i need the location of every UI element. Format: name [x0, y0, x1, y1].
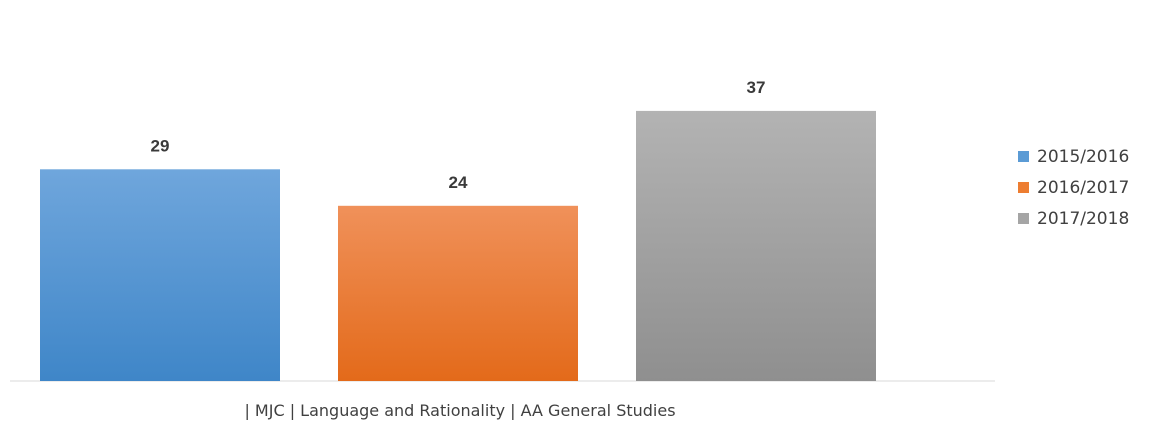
bar-2017-2018 [636, 110, 876, 382]
category-label: | MJC | Language and Rationality | AA Ge… [244, 401, 675, 420]
bars-group: 29 24 37 [40, 78, 876, 382]
legend-swatch [1018, 151, 1029, 162]
plot-area: | MJC | Language and Rationality | AA Ge… [10, 380, 995, 420]
data-label: 24 [449, 173, 468, 192]
bar-2016-2017 [338, 205, 578, 381]
data-label: 37 [747, 78, 766, 97]
bar-2015-2016 [40, 169, 280, 381]
legend-label: 2017/2018 [1037, 209, 1129, 229]
legend: 2015/2016 2016/2017 2017/2018 [1018, 147, 1129, 229]
legend-label: 2015/2016 [1037, 147, 1129, 167]
data-label: 29 [151, 136, 170, 155]
legend-swatch [1018, 213, 1029, 224]
legend-label: 2016/2017 [1037, 178, 1129, 198]
legend-swatch [1018, 182, 1029, 193]
